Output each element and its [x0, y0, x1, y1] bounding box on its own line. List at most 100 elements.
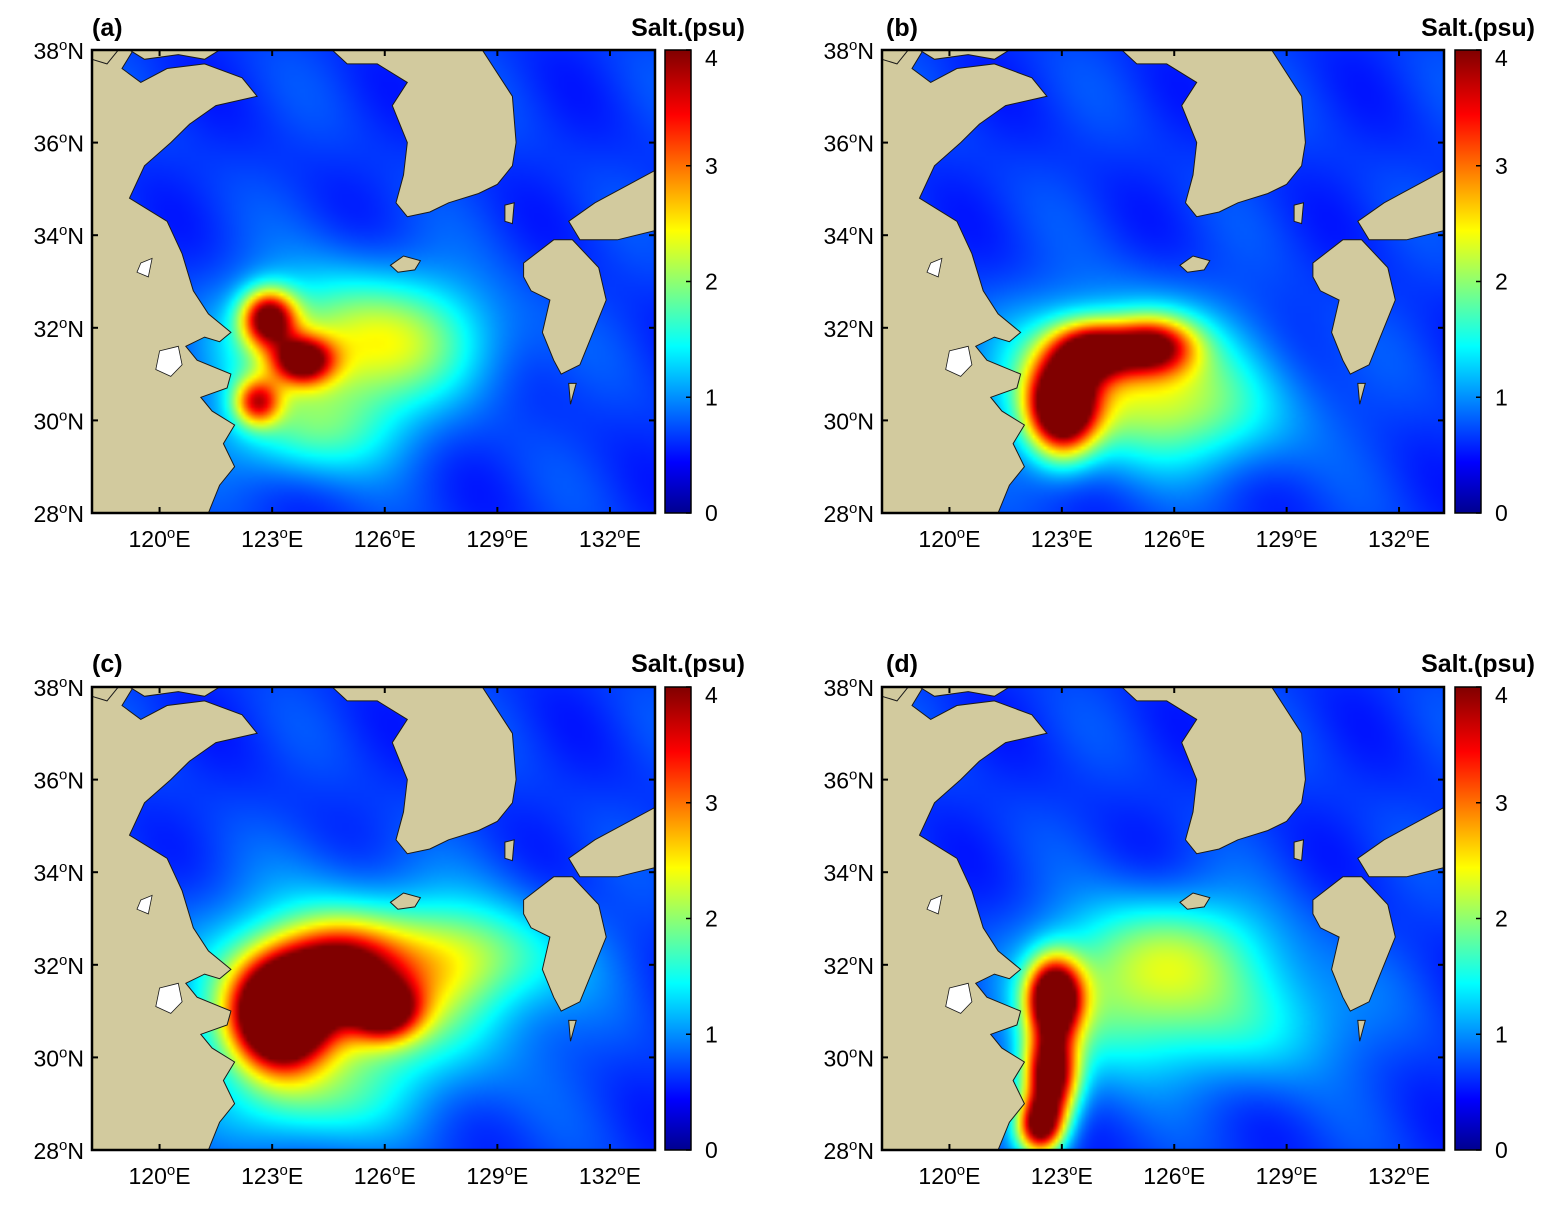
- lat-axis: 28oN 30oN 32oN 34oN 36oN 38oN: [33, 37, 655, 527]
- land-china: [882, 50, 1048, 513]
- land-tsushima: [504, 839, 515, 862]
- lon-tick-label: 132oE: [579, 1162, 641, 1189]
- colorbar-tick-label: 3: [705, 153, 718, 179]
- lake: [926, 257, 943, 278]
- lon-tick-label: 132oE: [1368, 1162, 1430, 1189]
- map-area: [90, 48, 657, 515]
- lon-tick-label: 129oE: [1256, 1162, 1318, 1189]
- panel-label: (b): [886, 14, 918, 42]
- lon-tick-label: 129oE: [466, 525, 528, 552]
- map-frame: [90, 48, 657, 515]
- lat-tick-label: 32oN: [823, 952, 874, 979]
- lat-tick-label: 30oN: [823, 1044, 874, 1071]
- land-tsushima: [504, 202, 515, 225]
- lon-axis: 120oE 123oE 126oE 129oE 132oE: [129, 687, 641, 1189]
- land-liaodong: [918, 50, 1011, 60]
- panel-c: (c) Salt.(psu) 0 1 2 3 4 28oN 30oN 32oN 34oN 36o…: [33, 650, 745, 1189]
- map-frame: [90, 685, 657, 1152]
- lon-tick-label: 123oE: [241, 525, 303, 552]
- lake: [926, 894, 943, 915]
- land-japan-honshu: [568, 169, 655, 241]
- land-shandong-notch: [92, 687, 119, 702]
- map-frame: [880, 48, 1446, 515]
- land-korea: [331, 50, 517, 218]
- colorbar-tick-label: 4: [705, 45, 718, 71]
- lat-tick-label: 32oN: [33, 952, 84, 979]
- lat-axis: 28oN 30oN 32oN 34oN 36oN 38oN: [33, 674, 655, 1164]
- map-frame: [880, 685, 1446, 1152]
- lat-tick-label: 34oN: [823, 859, 874, 886]
- land-jeju: [389, 255, 422, 273]
- land-china: [92, 50, 258, 513]
- panel-b: (b) Salt.(psu) 0 1 2 3 4 28oN 30oN 32oN 34oN 36o…: [823, 14, 1535, 552]
- land-tanegashima: [568, 382, 577, 405]
- lat-tick-label: 28oN: [823, 1137, 874, 1164]
- colorbar: 0 1 2 3 4: [1454, 45, 1508, 526]
- land-tanegashima: [1357, 1019, 1366, 1042]
- land-japan-honshu: [568, 806, 655, 878]
- lon-tick-label: 120oE: [129, 1162, 191, 1189]
- land-layer: [92, 687, 655, 1150]
- lat-tick-label: 28oN: [823, 500, 874, 527]
- lat-tick-label: 38oN: [33, 37, 84, 64]
- land-liaodong: [918, 687, 1011, 697]
- land-shandong-notch: [882, 687, 909, 702]
- panel-label: (c): [92, 650, 123, 678]
- land-layer: [92, 50, 655, 513]
- lat-tick-label: 30oN: [33, 1044, 84, 1071]
- colorbar-tick-label: 2: [705, 906, 718, 932]
- lon-tick-label: 132oE: [579, 525, 641, 552]
- colorbar: 0 1 2 3 4: [1454, 682, 1508, 1163]
- map-area: [880, 48, 1446, 515]
- land-korea: [331, 687, 517, 855]
- lat-axis: 28oN 30oN 32oN 34oN 36oN 38oN: [823, 37, 1444, 527]
- lon-tick-label: 126oE: [1143, 1162, 1205, 1189]
- lake: [136, 894, 153, 915]
- panel-d: (d) Salt.(psu) 0 1 2 3 4 28oN 30oN 32oN 34oN 36o…: [823, 650, 1535, 1189]
- lon-axis: 120oE 123oE 126oE 129oE 132oE: [918, 687, 1430, 1189]
- colorbar: 0 1 2 3 4: [664, 45, 718, 526]
- colorbar-title: Salt.(psu): [1421, 14, 1535, 42]
- lat-tick-label: 28oN: [33, 500, 84, 527]
- colorbar-gradient: [664, 49, 692, 514]
- lat-tick-label: 34oN: [33, 859, 84, 886]
- land-kyushu: [523, 876, 607, 1012]
- lon-tick-label: 126oE: [354, 1162, 416, 1189]
- lon-tick-label: 129oE: [466, 1162, 528, 1189]
- lat-tick-label: 36oN: [823, 767, 874, 794]
- lon-tick-label: 126oE: [354, 525, 416, 552]
- lon-tick-label: 120oE: [918, 1162, 980, 1189]
- land-kyushu: [523, 239, 607, 375]
- lat-tick-label: 38oN: [33, 674, 84, 701]
- land-tanegashima: [1357, 382, 1366, 405]
- map-area: [90, 685, 657, 1152]
- land-tanegashima: [568, 1019, 577, 1042]
- lake: [155, 345, 183, 377]
- lat-tick-label: 34oN: [823, 222, 874, 249]
- land-tsushima: [1293, 839, 1305, 862]
- lon-tick-label: 123oE: [241, 1162, 303, 1189]
- land-liaodong: [128, 50, 221, 60]
- land-liaodong: [128, 687, 221, 697]
- colorbar-tick-label: 4: [1495, 682, 1508, 708]
- colorbar-title: Salt.(psu): [1421, 650, 1535, 678]
- lat-tick-label: 34oN: [33, 222, 84, 249]
- land-china: [92, 687, 258, 1150]
- colorbar-tick-label: 3: [705, 790, 718, 816]
- colorbar-tick-label: 3: [1495, 790, 1508, 816]
- colorbar-tick-label: 2: [1495, 269, 1508, 295]
- land-kyushu: [1312, 876, 1396, 1012]
- lon-tick-label: 123oE: [1031, 525, 1093, 552]
- land-jeju: [1179, 892, 1211, 910]
- lon-tick-label: 132oE: [1368, 525, 1430, 552]
- colorbar-tick-label: 3: [1495, 153, 1508, 179]
- land-kyushu: [1312, 239, 1396, 375]
- lat-tick-label: 36oN: [33, 130, 84, 157]
- lat-tick-label: 32oN: [823, 315, 874, 342]
- lat-tick-label: 32oN: [33, 315, 84, 342]
- land-jeju: [389, 892, 422, 910]
- lat-tick-label: 38oN: [823, 37, 874, 64]
- colorbar-tick-label: 1: [1495, 384, 1508, 410]
- lon-axis: 120oE 123oE 126oE 129oE 132oE: [918, 50, 1430, 552]
- lake: [945, 345, 973, 377]
